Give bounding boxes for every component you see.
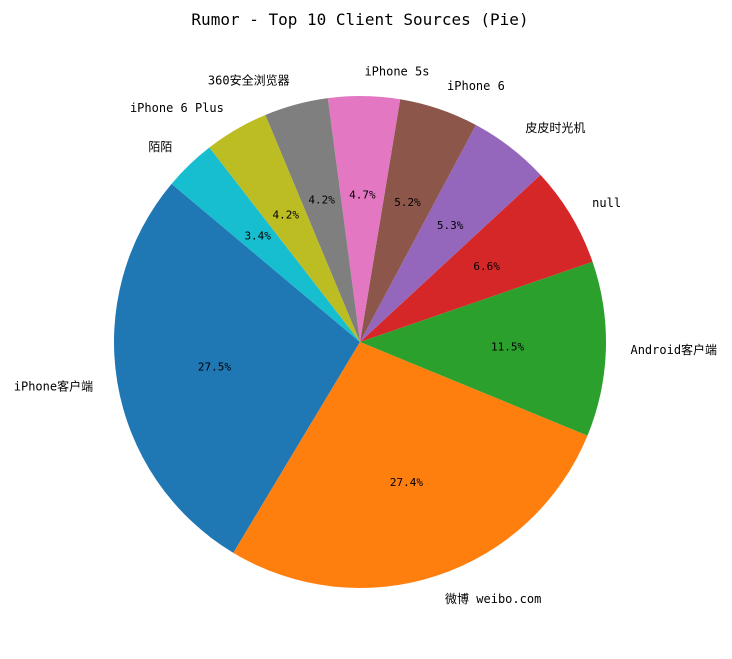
percent-labels: 27.5%27.4%11.5%6.6%5.3%5.2%4.7%4.2%4.2%3…	[198, 188, 525, 489]
pie-slice	[233, 342, 588, 588]
slice-percent-label: 5.3%	[437, 219, 464, 232]
pie-slice	[360, 261, 607, 436]
slice-percent-label: 3.4%	[244, 230, 271, 243]
pie-slice	[327, 95, 401, 342]
slice-category-label: Android客户端	[630, 342, 717, 357]
slice-category-label: null	[592, 196, 621, 210]
pie-slices	[113, 95, 607, 588]
slice-percent-label: 11.5%	[491, 340, 524, 353]
pie-slice	[360, 99, 476, 342]
pie-slice	[360, 174, 593, 342]
pie-slice	[265, 98, 360, 342]
slice-category-label: 陌陌	[148, 140, 172, 154]
slice-category-label: iPhone客户端	[14, 379, 93, 394]
slice-percent-label: 5.2%	[394, 196, 421, 209]
slice-percent-label: 4.2%	[308, 193, 335, 206]
slice-category-label: iPhone 6 Plus	[130, 101, 224, 115]
slice-category-label: 360安全浏览器	[208, 73, 290, 88]
slice-category-label: iPhone 5s	[364, 64, 429, 78]
pie-slice	[171, 147, 360, 342]
slice-percent-label: 4.7%	[349, 188, 376, 201]
slice-category-label: 微博 weibo.com	[445, 591, 541, 606]
slice-category-label: 皮皮时光机	[525, 121, 585, 135]
slice-percent-label: 27.4%	[390, 476, 423, 489]
slice-percent-label: 6.6%	[473, 260, 500, 273]
chart-title: Rumor - Top 10 Client Sources (Pie)	[191, 10, 528, 29]
slice-percent-label: 4.2%	[273, 208, 300, 221]
pie-slice	[360, 125, 541, 342]
pie-slice	[209, 114, 360, 342]
pie-slice	[113, 183, 360, 553]
slice-category-label: iPhone 6	[447, 79, 505, 93]
slice-percent-label: 27.5%	[198, 360, 231, 373]
